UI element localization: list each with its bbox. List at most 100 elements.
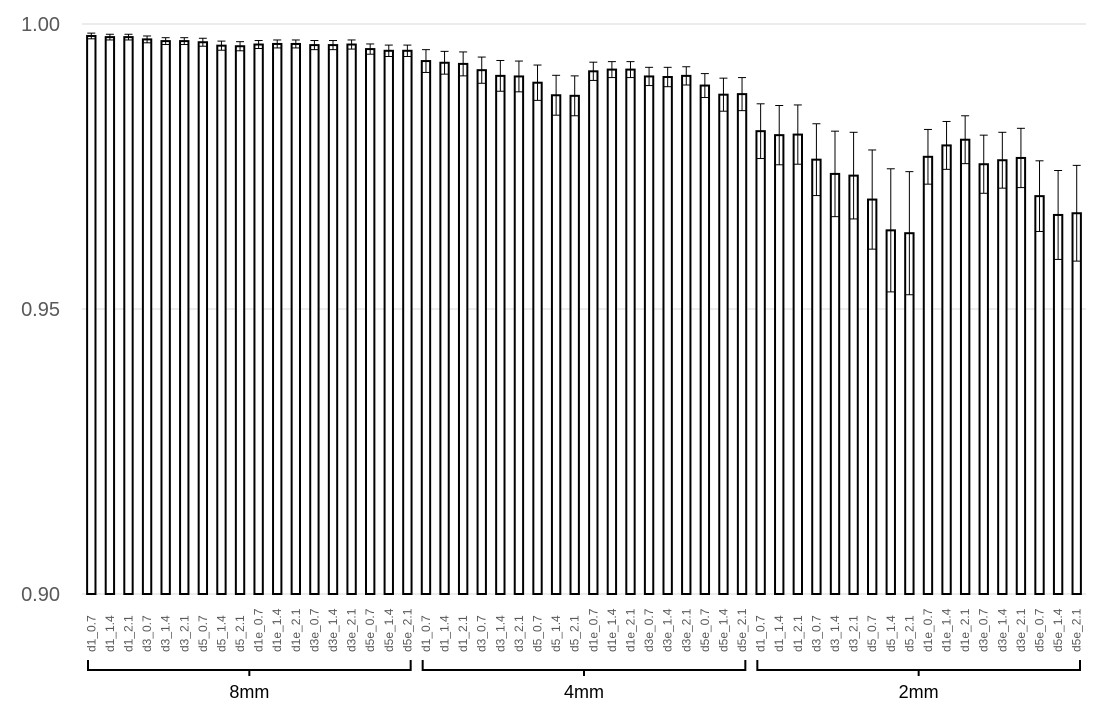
x-tick-label: d5e_2.1 xyxy=(1070,608,1084,652)
bar xyxy=(681,74,692,596)
bar xyxy=(1034,195,1045,595)
x-tick-label: d5_0.7 xyxy=(865,615,879,652)
bar xyxy=(792,133,803,596)
bar xyxy=(197,41,209,596)
bar xyxy=(290,42,301,595)
bar xyxy=(86,34,97,596)
x-tick-label: d3_0.7 xyxy=(809,615,823,652)
x-tick-label: d5_2.1 xyxy=(233,615,247,652)
x-tick-label: d1_0.7 xyxy=(419,615,433,652)
bars xyxy=(86,34,1082,596)
x-tick-label: d3_2.1 xyxy=(512,615,526,652)
bar xyxy=(643,75,655,595)
x-tick-label: d1e_1.4 xyxy=(270,608,284,652)
bar xyxy=(848,174,859,595)
x-tick-label: d3e_1.4 xyxy=(995,608,1009,652)
x-tick-label: d1_0.7 xyxy=(84,615,98,652)
bar xyxy=(179,40,190,596)
x-tick-label: d5e_1.4 xyxy=(716,608,730,652)
bar xyxy=(420,60,432,596)
bar xyxy=(216,44,227,596)
x-tick-label: d3e_2.1 xyxy=(1014,608,1028,652)
x-tick-label: d1e_0.7 xyxy=(586,608,600,652)
group-bracket xyxy=(421,660,747,671)
bar xyxy=(1015,156,1027,595)
x-tick-label: d3_2.1 xyxy=(177,615,191,652)
x-tick-label: d3_0.7 xyxy=(140,615,154,652)
y-axis-tick-labels: 0.90 0.95 1.00 xyxy=(21,14,60,606)
x-tick-label: d3e_0.7 xyxy=(307,608,321,652)
y-tick-label: 0.95 xyxy=(21,299,60,321)
bar xyxy=(718,93,729,596)
x-tick-label: d5e_2.1 xyxy=(735,608,749,652)
x-tick-label: d5_0.7 xyxy=(531,615,545,652)
x-tick-label: d1e_0.7 xyxy=(921,608,935,652)
x-tick-label: d1e_1.4 xyxy=(940,608,954,652)
bar xyxy=(699,84,711,595)
bar xyxy=(755,130,766,595)
bar xyxy=(736,93,748,596)
x-tick-label: d3_2.1 xyxy=(847,615,861,652)
bar xyxy=(383,49,394,596)
group-bracket xyxy=(756,660,1081,671)
bar xyxy=(402,49,413,596)
bar xyxy=(253,43,264,595)
x-tick-label: d1_1.4 xyxy=(772,615,786,652)
x-tick-label: d3e_0.7 xyxy=(977,608,991,652)
x-tick-label: d3e_0.7 xyxy=(642,608,656,652)
x-tick-label: d3_1.4 xyxy=(828,615,842,652)
x-tick-label: d1e_2.1 xyxy=(623,608,637,652)
x-tick-label: d5_1.4 xyxy=(884,615,898,652)
x-tick-label: d5e_0.7 xyxy=(1033,608,1047,652)
bar xyxy=(346,43,357,595)
x-tick-label: d5e_1.4 xyxy=(382,608,396,652)
x-tick-label: d1_1.4 xyxy=(103,615,117,652)
bar xyxy=(160,40,171,596)
gridlines xyxy=(82,23,1086,595)
x-tick-label: d3e_1.4 xyxy=(326,608,340,652)
bar xyxy=(606,68,618,596)
x-tick-label: d1e_2.1 xyxy=(289,608,303,652)
x-tick-label: d1_2.1 xyxy=(456,615,470,652)
bar xyxy=(234,45,246,596)
y-tick-label: 0.90 xyxy=(21,584,60,606)
group-label: 8mm xyxy=(229,682,269,702)
bar xyxy=(569,94,580,595)
x-tick-label: d5e_0.7 xyxy=(363,608,377,652)
bar xyxy=(439,61,450,595)
bar xyxy=(978,163,989,595)
bar xyxy=(662,76,673,595)
bar xyxy=(867,198,878,595)
bar xyxy=(959,138,971,596)
bar xyxy=(625,68,636,596)
bar xyxy=(811,158,822,595)
bar xyxy=(588,70,599,595)
x-tick-label: d5e_2.1 xyxy=(400,608,414,652)
x-tick-label: d1e_0.7 xyxy=(252,608,266,652)
bar xyxy=(104,36,116,596)
x-tick-label: d5_2.1 xyxy=(568,615,582,652)
x-tick-label: d5_1.4 xyxy=(549,615,563,652)
group-bracket xyxy=(87,660,412,671)
bar xyxy=(513,75,525,595)
x-tick-label: d5_0.7 xyxy=(196,615,210,652)
x-tick-label: d1_2.1 xyxy=(121,615,135,652)
x-axis-tick-labels: d1_0.7 d1_1.4 d1_2.1 d3_0.7 d3_1.4 d3_2.1 d5_0… xyxy=(84,608,1083,652)
bar xyxy=(365,48,376,595)
y-tick-label: 1.00 xyxy=(21,14,60,36)
bar xyxy=(457,62,469,595)
x-tick-label: d5_1.4 xyxy=(214,615,228,652)
x-tick-label: d3e_2.1 xyxy=(345,608,359,652)
x-tick-label: d5e_1.4 xyxy=(1051,608,1065,652)
bar xyxy=(327,44,339,595)
bar xyxy=(272,42,283,595)
x-tick-label: d3_1.4 xyxy=(493,615,507,652)
bar xyxy=(997,159,1008,595)
bar xyxy=(922,155,934,595)
bar xyxy=(495,74,506,596)
bar xyxy=(829,172,841,595)
x-tick-label: d3e_2.1 xyxy=(679,608,693,652)
bar xyxy=(141,38,153,595)
error-bars xyxy=(87,32,1081,296)
